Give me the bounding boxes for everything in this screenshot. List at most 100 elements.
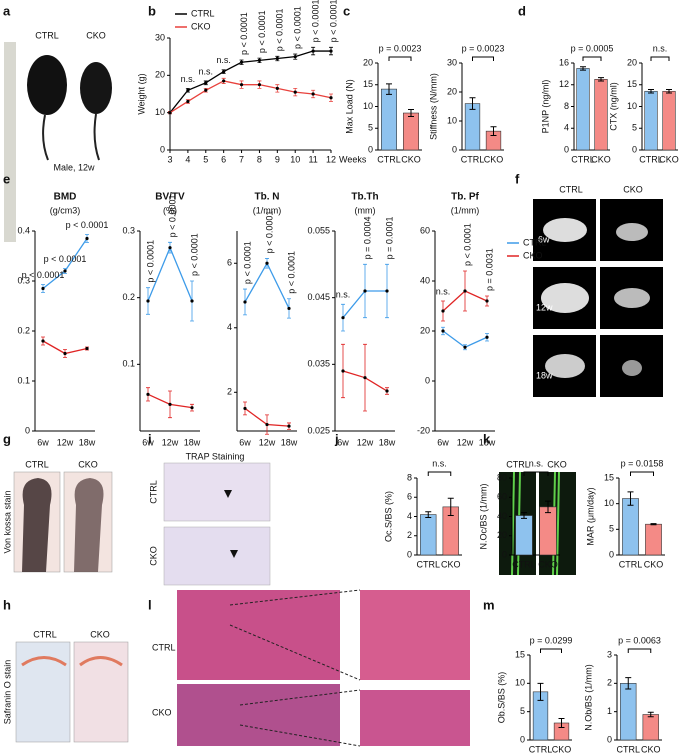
annotation: n.s.: [216, 55, 231, 65]
x-tick-label: 10: [290, 154, 300, 164]
chart-subtitle: (1/mm): [253, 205, 282, 215]
ruler: [4, 42, 16, 242]
chart-title: Tb. N: [255, 192, 280, 203]
x-tick-label: CTRL: [616, 744, 640, 754]
caption: Safranin O stain: [2, 660, 12, 725]
y-tick-label: 20: [447, 86, 457, 96]
point: [275, 86, 279, 90]
point: [239, 83, 244, 87]
annotation: p < 0.0001: [328, 0, 338, 42]
chart-title: BMD: [54, 192, 77, 203]
y-tick-label: 0: [425, 375, 430, 385]
y-tick-label: 20: [155, 70, 165, 80]
chart-subtitle: (g/cm3): [50, 205, 81, 215]
x-tick-label: CKO: [552, 744, 572, 754]
tail: [42, 113, 100, 161]
chart-title: BV/TV: [155, 192, 185, 203]
bar: [464, 103, 481, 151]
point: [186, 99, 190, 104]
bar: [642, 714, 659, 741]
bar: [402, 112, 419, 151]
annotation: p < 0.0001: [167, 195, 177, 238]
y-tick-label: 80: [497, 472, 507, 482]
y-tick-label: 12: [559, 79, 569, 89]
point: [204, 88, 208, 92]
label: CTRL: [559, 184, 583, 194]
label: 12w: [536, 302, 553, 312]
label: CKO: [152, 707, 172, 717]
y-axis-label: N.Oc/BS (1/mm): [478, 483, 488, 549]
y-tick-label: 60: [420, 225, 430, 235]
error-bar: [537, 682, 544, 701]
label: CKO: [623, 184, 643, 194]
y-tick-label: 3: [607, 649, 612, 659]
point: [275, 56, 279, 61]
point: [311, 92, 315, 96]
y-tick-label: 0.3: [17, 275, 30, 285]
y-tick-label: 0.1: [122, 359, 135, 369]
y-tick-label: 2: [607, 678, 612, 688]
x-tick-label: CTRL: [639, 154, 663, 164]
y-tick-label: 0.4: [17, 225, 30, 235]
y-tick-label: 0: [368, 144, 373, 154]
significance-label: n.s.: [653, 43, 668, 53]
y-tick-label: 40: [497, 511, 507, 521]
panel-letter: c: [343, 3, 350, 18]
chart-title: Tb. Pf: [451, 192, 479, 203]
x-tick-label: 3: [167, 154, 172, 164]
point: [385, 389, 389, 393]
y-tick-label: 4: [407, 511, 412, 521]
y-tick-label: 0: [25, 425, 30, 435]
significance-label: p = 0.0063: [618, 635, 661, 645]
y-axis-label: Oc.S/BS (%): [383, 491, 393, 542]
y-tick-label: 0.025: [307, 425, 330, 435]
panel-letter: m: [483, 597, 495, 612]
x-tick-label: 6w: [37, 437, 49, 447]
point: [168, 402, 172, 406]
y-tick-label: 0: [407, 549, 412, 559]
bar: [645, 523, 662, 556]
y-tick-label: 10: [447, 115, 457, 125]
y-tick-label: 4: [227, 322, 232, 332]
chart-subtitle: (%): [163, 205, 177, 215]
y-tick-label: 20: [627, 57, 637, 67]
panel-letter: a: [3, 3, 11, 18]
point: [243, 406, 247, 411]
x-tick-label: CTRL: [512, 559, 536, 569]
point: [463, 289, 467, 293]
y-tick-label: 0.055: [307, 225, 330, 235]
point: [329, 49, 333, 53]
y-tick-label: 8: [564, 101, 569, 111]
panel-letter: h: [3, 597, 11, 612]
y-axis-label: CTX (ng/ml): [608, 82, 618, 131]
x-tick-label: 12w: [57, 437, 74, 447]
x-tick-label: 7: [239, 154, 244, 164]
label: CKO: [148, 546, 158, 566]
point: [363, 289, 367, 293]
significance-bracket: [650, 56, 670, 61]
error-bar: [386, 83, 392, 95]
y-axis-label: Weight (g): [136, 73, 146, 114]
x-tick-label: 6w: [239, 437, 251, 447]
point: [441, 329, 445, 333]
annotation: n.s.: [436, 286, 451, 296]
annotation: n.s.: [336, 290, 351, 300]
error-bar: [625, 677, 632, 690]
annotation: p = 0.0001: [384, 217, 394, 260]
x-tick-label: 12w: [457, 437, 474, 447]
x-tick-label: 6w: [142, 437, 154, 447]
series-line: [169, 50, 331, 114]
legend-label: CTRL: [191, 8, 215, 18]
panel-letter: d: [518, 3, 526, 18]
y-tick-label: 0: [452, 144, 457, 154]
y-tick-label: 10: [155, 107, 165, 117]
significance-label: p = 0.0158: [621, 458, 664, 468]
y-tick-label: 4: [564, 123, 569, 133]
annotation: p < 0.0001: [257, 10, 267, 53]
y-tick-label: 15: [515, 649, 525, 659]
x-tick-label: 11: [308, 154, 317, 164]
error-bar: [425, 511, 432, 518]
error-bar: [598, 77, 604, 82]
bar: [620, 683, 637, 741]
point: [190, 299, 194, 303]
